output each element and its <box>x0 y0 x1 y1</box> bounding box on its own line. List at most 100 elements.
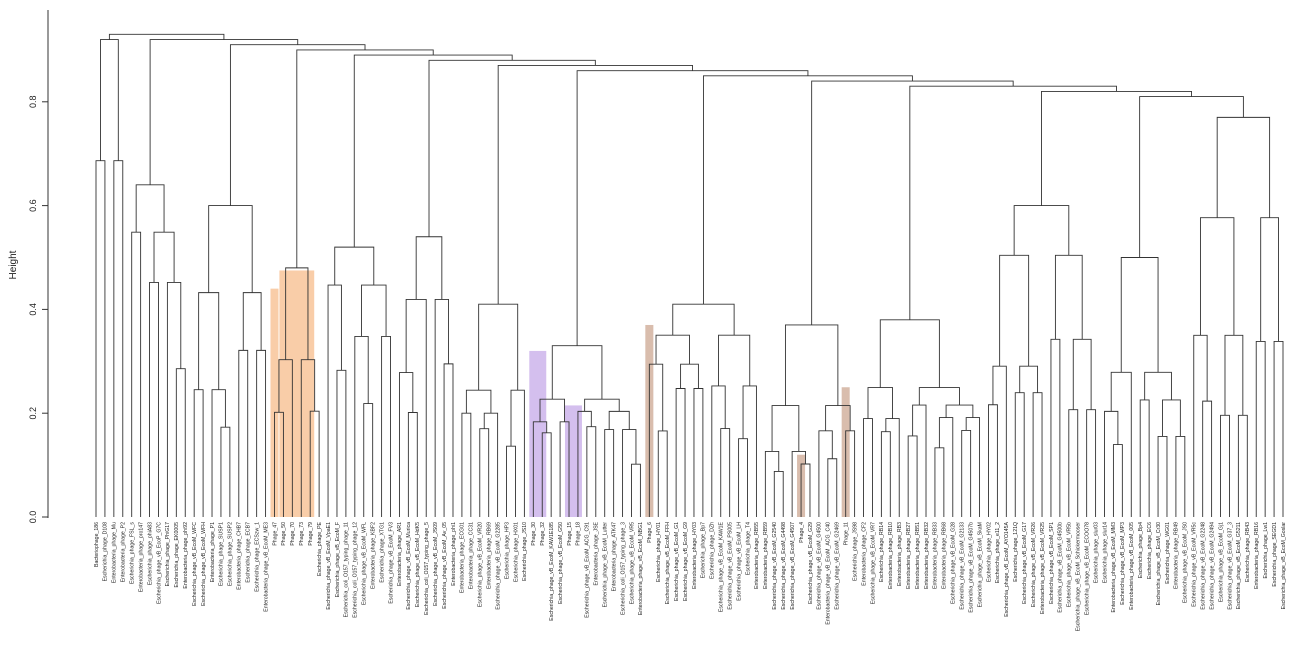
leaf-label: Escherichia_phage_e11_2 <box>995 522 1001 583</box>
dendrogram-branch <box>108 33 225 40</box>
dendrogram-branch <box>175 368 186 517</box>
leaf-label: Enterobacteria_phage_vB_EcoM_MM3 <box>1111 522 1117 613</box>
dendrogram-branch <box>532 421 548 517</box>
dendrogram-branch <box>657 430 668 517</box>
leaf-label: Escherichia_phage_vB_EcoM_Gj1 <box>1218 522 1224 602</box>
dendrogram-branch <box>296 49 434 268</box>
leaf-label: Enterobacteria_phage_AR1 <box>397 522 403 586</box>
dendrogram-branch <box>361 284 387 337</box>
leaf-label: Enterobacteria_phage_pro147 <box>138 522 144 592</box>
leaf-label: Escherichia_phage_vB_EcoM_VR26 <box>1031 522 1037 607</box>
dendrogram-branch <box>1014 392 1025 517</box>
leaf-label: Escherichia_phage_vB_EcoM_G2540 <box>772 522 778 610</box>
dendrogram-branch <box>879 319 940 388</box>
leaf-label: Enterobacteria_phage_CHB7 <box>237 522 243 590</box>
leaf-label: Enterobacteria_phage_RB10 <box>888 522 894 589</box>
dendrogram-branch <box>198 292 220 390</box>
leaf-label: Enterobacteria_phage_ECG01 <box>460 522 466 593</box>
leaf-label: Phage_79 <box>308 522 314 546</box>
dendrogram-branch <box>608 410 630 430</box>
dendrogram-branch <box>584 398 620 412</box>
leaf-label: Escherichia_phage_vB_EcoM_JS09 <box>433 522 439 606</box>
y-axis-ticks: 0.0 0.2 0.4 0.6 0.8 <box>28 96 48 523</box>
leaf-label: Enterobacteria_phage_ATK47 <box>611 522 617 592</box>
dendrogram-branch <box>100 39 119 161</box>
leaf-label: Escherichia_phage_vB_EcoM_G4498 <box>781 522 787 610</box>
dendrogram-branch <box>718 334 751 386</box>
leaf-label: Escherichia_phage_Bp7 <box>701 522 707 578</box>
dendrogram-branch <box>434 298 449 517</box>
dendrogram-branch <box>211 389 226 517</box>
dendrogram-branch <box>278 359 293 517</box>
dendrogram-branch <box>999 254 1030 367</box>
leaf-label: Escherichia_phage_vB_EcoM_ECOO78 <box>1084 522 1090 615</box>
dendrogram-branch <box>1050 338 1061 517</box>
leaf-label: Escherichia_phage_vB_EcoM_WFC <box>192 522 198 606</box>
dendrogram-branch <box>867 387 893 419</box>
dendrogram-branch <box>827 458 838 517</box>
leaf-label: Escherichia_phage_vB_EcoM_SP1 <box>1049 522 1055 604</box>
dendrogram-branch <box>1216 116 1271 218</box>
dendrogram-branch <box>863 418 873 517</box>
leaf-label: Escherichia_phage_HX01 <box>513 522 519 582</box>
dendrogram-branch <box>885 418 900 517</box>
leaf-label: Escherichia_coli_O157_typing_phage_12 <box>353 522 359 618</box>
highlight-band <box>270 288 279 517</box>
dendrogram-branch <box>655 334 690 365</box>
leaf-label: Phage_47 <box>272 522 278 546</box>
leaf-label: Phage_30 <box>531 522 537 546</box>
dendrogram-branch <box>153 231 175 283</box>
dendrogram-branch <box>702 75 913 305</box>
dendrogram-branch <box>648 363 664 517</box>
leaf-label: Escherichia_phage_JS10 <box>522 522 528 581</box>
leaf-label: Escherichia_coli_O157_typing_phage_5 <box>424 522 430 615</box>
dendrogram-branch <box>428 59 596 237</box>
leaf-label: Enterobacteria_phage_phi92 <box>183 522 189 589</box>
dendrogram-branch <box>622 429 637 517</box>
leaf-label: Phage_6 <box>647 522 653 543</box>
leaf-label: Escherichia_phage_vB_EcoM_G50 <box>558 522 564 604</box>
leaf-label: Enterobacteria_phage_KBF2 <box>370 522 376 589</box>
dendrogram-branches <box>95 33 1284 517</box>
y-tick-label: 0.6 <box>28 199 38 212</box>
leaf-label: Escherichia_phage_EC6 <box>1147 522 1153 579</box>
dendrogram-branch <box>242 292 262 351</box>
leaf-label: Escherichia_phage_FSL_s <box>129 522 135 584</box>
dendrogram-branch <box>353 54 513 248</box>
leaf-label: Enterobacteria_phage_RB33 <box>933 522 939 589</box>
dendrogram-branch <box>327 284 342 517</box>
leaf-label: Escherichia_phage_vB_EcoM_VR7 <box>870 522 876 604</box>
highlight-band <box>279 270 315 517</box>
dendrogram-branch <box>461 412 472 517</box>
leaf-label: Phage_70 <box>290 522 296 546</box>
leaf-label: Enterobacteria_phage_vB_EcoM_005 <box>1129 522 1135 610</box>
dendrogram-branch <box>334 246 375 286</box>
dendrogram-branch <box>443 363 454 517</box>
dendrogram-branch <box>693 388 704 517</box>
leaf-label: Escherichia_coli_O157_typing_phage_3 <box>620 522 626 615</box>
leaf-label: Escherichia_phage_T4 <box>745 522 751 575</box>
dendrogram-branch <box>149 39 299 185</box>
leaf-label: Escherichia_phage_vB_EcoM_G4507b <box>968 522 974 613</box>
dendrogram-branch <box>1054 254 1083 340</box>
dendrogram-branch <box>1255 340 1266 517</box>
leaf-label: Escherichia_phage_slur14 <box>1102 522 1108 583</box>
dendrogram-branch <box>880 431 891 517</box>
leaf-label: Escherichia_phage_phiA83 <box>147 522 153 585</box>
leaf-label: Phage_11 <box>843 522 849 545</box>
dendrogram-branch <box>1175 435 1186 517</box>
leaf-label: Escherichia_phage_vB_EcoM_G28 <box>951 522 957 604</box>
leaf-label: Escherichia_phage_121Q <box>1013 522 1019 582</box>
dendrogram-branch <box>506 445 516 517</box>
dendrogram-branch <box>300 359 316 517</box>
dendrogram-branch <box>1237 414 1248 517</box>
dendrogram-branch <box>405 298 427 517</box>
leaf-label: Escherichia_phage_Lw1 <box>1263 522 1269 579</box>
dendrogram-branch <box>909 85 1117 320</box>
leaf-label: Enterobacteria_phage_RB69 <box>486 522 492 589</box>
y-axis-title: Height <box>8 250 19 279</box>
leaf-label: Escherichia_phage_vB_EcoM_G1 <box>674 522 680 601</box>
leaf-label: Enterobacteria_phage_RB16 <box>1254 522 1260 589</box>
dendrogram-branch <box>1157 435 1168 517</box>
dendrogram-branch <box>1193 334 1208 517</box>
